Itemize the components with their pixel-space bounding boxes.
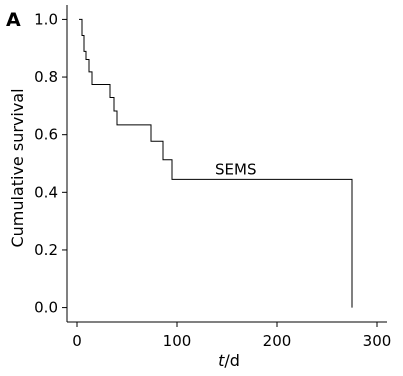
x-tick-label: 300 — [363, 332, 392, 350]
x-tick-label: 200 — [263, 332, 292, 350]
km-curve-sems — [79, 18, 353, 308]
y-tick-label: 0.0 — [34, 299, 58, 317]
y-tick-label: 0.6 — [34, 126, 58, 144]
x-tick-label: 100 — [163, 332, 192, 350]
y-tick-label: 0.2 — [34, 241, 58, 259]
x-axis-label: t/d — [218, 351, 240, 370]
panel-label: A — [6, 9, 21, 31]
series-annotation-sems: SEMS — [215, 160, 256, 178]
y-tick-label: 0.4 — [34, 183, 58, 201]
x-tick-label: 0 — [72, 332, 82, 350]
y-tick-label: 0.8 — [34, 68, 58, 86]
y-axis-label: Cumulative survival — [8, 88, 27, 247]
y-ticks: 0.0 0.2 0.4 0.6 0.8 1.0 — [34, 10, 67, 317]
x-ticks: 0 100 200 300 — [72, 322, 391, 350]
y-tick-label: 1.0 — [34, 10, 58, 28]
